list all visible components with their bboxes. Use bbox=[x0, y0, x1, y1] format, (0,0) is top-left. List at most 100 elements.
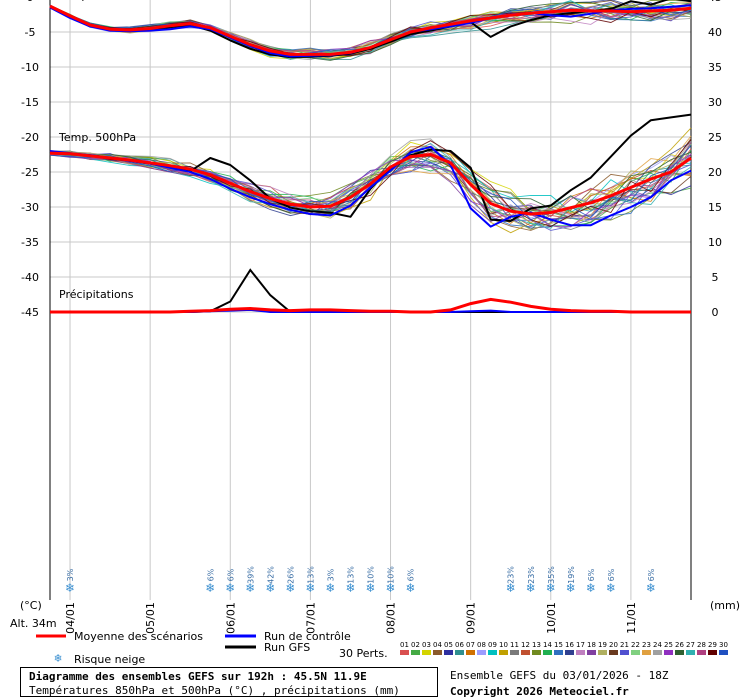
left-tick-label: 0 bbox=[27, 0, 34, 4]
x-tick-label: 11/01 bbox=[625, 602, 638, 634]
perturbation-swatch bbox=[400, 650, 409, 655]
legend-snow-label: Risque neige bbox=[74, 653, 145, 666]
snow-pct: 6% bbox=[226, 568, 235, 581]
perturbation-id: 02 bbox=[411, 641, 420, 649]
perturbation-swatch bbox=[609, 650, 618, 655]
left-tick-label: -20 bbox=[21, 131, 39, 144]
perturbation-id: 06 bbox=[455, 641, 464, 649]
perturbation-swatch bbox=[532, 650, 541, 655]
perturbation-id: 19 bbox=[598, 641, 607, 649]
perturbation-id: 12 bbox=[521, 641, 530, 649]
left-axis-unit: (°C) bbox=[20, 599, 42, 612]
snow-marker: 23%❄ bbox=[506, 566, 516, 595]
legend-gfs-label: Run GFS bbox=[264, 641, 310, 654]
x-tick-label: 07/01 bbox=[304, 602, 317, 634]
snow-marker: 13%❄ bbox=[305, 566, 315, 595]
snow-pct: 19% bbox=[567, 566, 576, 584]
perturbation-id: 14 bbox=[543, 641, 552, 649]
snow-marker: 6%❄ bbox=[205, 568, 215, 595]
snowflake-icon: ❄ bbox=[54, 651, 61, 665]
perturbation-swatch bbox=[598, 650, 607, 655]
snow-marker: 19%❄ bbox=[566, 566, 576, 595]
snow-marker: 35%❄ bbox=[546, 566, 556, 595]
legend-control-label: Run de contrôle bbox=[264, 630, 351, 643]
right-tick-label: 10 bbox=[708, 236, 722, 249]
snow-pct: 35% bbox=[547, 566, 556, 584]
snow-marker: 6%❄ bbox=[225, 568, 235, 595]
perturbation-id: 18 bbox=[587, 641, 596, 649]
snow-marker: 23%❄ bbox=[526, 566, 536, 595]
perturbation-id: 11 bbox=[510, 641, 519, 649]
run-info: Ensemble GEFS du 03/01/2026 - 18Z bbox=[450, 669, 669, 682]
perturbation-swatch bbox=[686, 650, 695, 655]
perturbation-count: 30 Perts. bbox=[339, 647, 388, 660]
right-tick-label: 45 bbox=[708, 0, 722, 4]
snow-pct: 23% bbox=[527, 566, 536, 584]
snow-pct: 39% bbox=[246, 566, 255, 584]
perturbation-swatch bbox=[422, 650, 431, 655]
snowflake-icon: ❄ bbox=[506, 581, 516, 595]
snowflake-icon: ❄ bbox=[586, 581, 596, 595]
series-mean bbox=[49, 4, 692, 314]
perturbation-swatch bbox=[587, 650, 596, 655]
perturbation-id: 10 bbox=[499, 641, 508, 649]
snow-marker: 6%❄ bbox=[646, 568, 656, 595]
snowflake-icon: ❄ bbox=[345, 581, 355, 595]
snow-pct: 3% bbox=[66, 568, 75, 581]
left-tick-label: -30 bbox=[21, 201, 39, 214]
right-tick-label: 20 bbox=[708, 166, 722, 179]
perturbation-swatch bbox=[477, 650, 486, 655]
snowflake-icon: ❄ bbox=[325, 581, 335, 595]
snow-marker: 6%❄ bbox=[586, 568, 596, 595]
snowflake-icon: ❄ bbox=[646, 581, 656, 595]
perturbation-swatch bbox=[444, 650, 453, 655]
perturbation-swatch bbox=[499, 650, 508, 655]
snow-pct: 10% bbox=[367, 566, 376, 584]
right-tick-label: 5 bbox=[712, 271, 719, 284]
x-tick-label: 10/01 bbox=[545, 602, 558, 634]
perturbation-22-t850 bbox=[49, 4, 692, 56]
perturbation-id: 07 bbox=[466, 641, 475, 649]
snowflake-icon: ❄ bbox=[365, 581, 375, 595]
snow-pct: 13% bbox=[346, 566, 355, 584]
snow-marker: 3%❄ bbox=[65, 568, 75, 595]
perturbation-id: 05 bbox=[444, 641, 453, 649]
right-axis-unit: (mm) bbox=[710, 599, 740, 612]
plot-area bbox=[50, 0, 691, 600]
snow-pct: 6% bbox=[587, 568, 596, 581]
perturbation-swatch bbox=[631, 650, 640, 655]
legend: ❄01 02 03 04 05 06 07 08 09 10 11 12 13 14 15 16 17 18 19 2… bbox=[36, 634, 728, 665]
perturbation-id: 04 bbox=[433, 641, 442, 649]
snow-marker: 6%❄ bbox=[406, 568, 416, 595]
left-tick-label: -15 bbox=[21, 96, 39, 109]
snow-marker: 3%❄ bbox=[325, 568, 335, 595]
snowflake-icon: ❄ bbox=[65, 581, 75, 595]
snow-pct: 10% bbox=[387, 566, 396, 584]
chart-title-box: Diagramme des ensembles GEFS sur 192h : … bbox=[20, 667, 438, 697]
snow-pct: 6% bbox=[647, 568, 656, 581]
snow-marker: 39%❄ bbox=[245, 566, 255, 595]
perturbation-swatch bbox=[653, 650, 662, 655]
snow-marker: 10%❄ bbox=[365, 566, 375, 595]
perturbation-swatch bbox=[466, 650, 475, 655]
perturbation-swatch bbox=[543, 650, 552, 655]
snowflake-icon: ❄ bbox=[606, 581, 616, 595]
snow-pct: 42% bbox=[266, 566, 275, 584]
perturbation-swatch bbox=[521, 650, 530, 655]
snow-marker: 6%❄ bbox=[606, 568, 616, 595]
x-tick-label: 06/01 bbox=[224, 602, 237, 634]
perturbation-swatch bbox=[455, 650, 464, 655]
snowflake-icon: ❄ bbox=[546, 581, 556, 595]
snowflake-icon: ❄ bbox=[406, 581, 416, 595]
snowflake-icon: ❄ bbox=[566, 581, 576, 595]
perturbation-id: 09 bbox=[488, 641, 497, 649]
snow-pct: 23% bbox=[507, 566, 516, 584]
snow-pct: 3% bbox=[326, 568, 335, 581]
left-tick-label: -45 bbox=[21, 306, 39, 319]
perturbation-swatch bbox=[433, 650, 442, 655]
perturbation-swatch bbox=[488, 650, 497, 655]
line-t850 bbox=[49, 4, 692, 56]
perturbation-swatch bbox=[620, 650, 629, 655]
perturbation-id: 21 bbox=[620, 641, 629, 649]
